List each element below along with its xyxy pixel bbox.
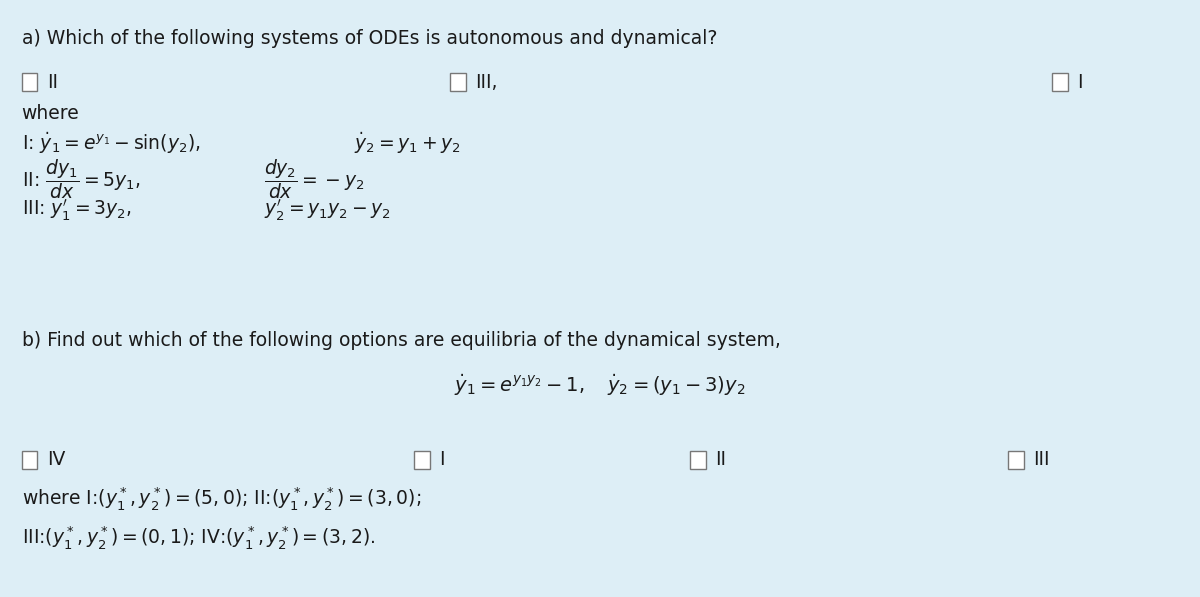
Text: $y_2' = y_1 y_2 - y_2$: $y_2' = y_1 y_2 - y_2$ (264, 198, 391, 223)
Text: b) Find out which of the following options are equilibria of the dynamical syste: b) Find out which of the following optio… (22, 331, 780, 350)
Text: $\dot{y}_2 = y_1 + y_2$: $\dot{y}_2 = y_1 + y_2$ (354, 131, 461, 156)
Text: I: I (1078, 73, 1084, 92)
FancyBboxPatch shape (1008, 451, 1024, 469)
Text: a) Which of the following systems of ODEs is autonomous and dynamical?: a) Which of the following systems of ODE… (22, 29, 716, 48)
FancyBboxPatch shape (22, 451, 37, 469)
Text: III: III (1033, 450, 1050, 469)
FancyBboxPatch shape (1052, 73, 1068, 91)
Text: II: II (47, 73, 58, 92)
Text: II: II (715, 450, 726, 469)
Text: I: $\dot{y}_1 = e^{y_1} - \sin(y_2),$: I: $\dot{y}_1 = e^{y_1} - \sin(y_2),$ (22, 131, 200, 156)
Text: II: $\dfrac{dy_1}{dx} = 5y_1,$: II: $\dfrac{dy_1}{dx} = 5y_1,$ (22, 157, 140, 201)
Text: III:$(y_1^*, y_2^*) = (0, 1)$; IV:$(y_1^*, y_2^*) = (3, 2)$.: III:$(y_1^*, y_2^*) = (0, 1)$; IV:$(y_1^… (22, 524, 374, 551)
FancyBboxPatch shape (690, 451, 706, 469)
Text: III,: III, (475, 73, 498, 92)
Text: I: I (439, 450, 445, 469)
Text: IV: IV (47, 450, 65, 469)
FancyBboxPatch shape (450, 73, 466, 91)
Text: $\dot{y}_1 = e^{y_1 y_2} - 1, \quad \dot{y}_2 = (y_1 - 3)y_2$: $\dot{y}_1 = e^{y_1 y_2} - 1, \quad \dot… (455, 373, 745, 398)
FancyBboxPatch shape (414, 451, 430, 469)
Text: III: $y_1' = 3y_2,$: III: $y_1' = 3y_2,$ (22, 198, 132, 223)
Text: where I:$(y_1^*, y_2^*) = (5, 0)$; II:$(y_1^*, y_2^*) = (3, 0)$;: where I:$(y_1^*, y_2^*) = (5, 0)$; II:$(… (22, 485, 421, 512)
Text: $\dfrac{dy_2}{dx} = -y_2$: $\dfrac{dy_2}{dx} = -y_2$ (264, 157, 365, 201)
FancyBboxPatch shape (22, 73, 37, 91)
Text: where: where (22, 104, 79, 123)
